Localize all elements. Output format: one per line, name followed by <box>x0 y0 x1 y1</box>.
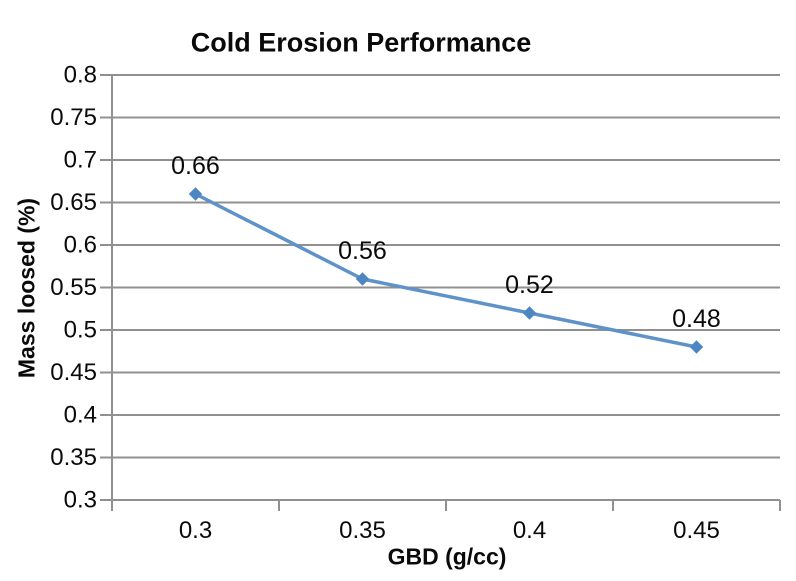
y-tick-label: 0.35 <box>50 444 97 471</box>
data-label: 0.66 <box>171 152 220 180</box>
data-label: 0.56 <box>338 237 387 265</box>
data-label: 0.52 <box>505 271 554 299</box>
x-tick-label: 0.4 <box>513 517 546 544</box>
y-tick-label: 0.5 <box>64 317 97 344</box>
y-tick-label: 0.3 <box>64 487 97 514</box>
y-tick-label: 0.45 <box>50 359 97 386</box>
y-tick-label: 0.4 <box>64 402 97 429</box>
data-line <box>193 192 699 349</box>
y-tick-label: 0.55 <box>50 274 97 301</box>
x-axis-title: GBD (g/cc) <box>387 543 507 570</box>
data-label: 0.48 <box>672 305 721 333</box>
y-tick-label: 0.8 <box>64 62 97 89</box>
x-tick-label: 0.45 <box>673 517 720 544</box>
y-tick-label: 0.65 <box>50 189 97 216</box>
y-axis-title: Mass loosed (%) <box>13 197 40 379</box>
chart-title: Cold Erosion Performance <box>190 27 532 58</box>
x-tick-label: 0.35 <box>339 517 386 544</box>
data-point-marker <box>522 306 537 320</box>
y-tick-label: 0.7 <box>64 147 97 174</box>
data-point-marker <box>188 187 203 201</box>
data-point-marker <box>689 340 704 354</box>
y-tick-label: 0.75 <box>50 104 97 131</box>
x-tick-label: 0.3 <box>179 517 212 544</box>
y-tick-label: 0.6 <box>64 232 97 259</box>
data-point-marker <box>355 272 370 286</box>
